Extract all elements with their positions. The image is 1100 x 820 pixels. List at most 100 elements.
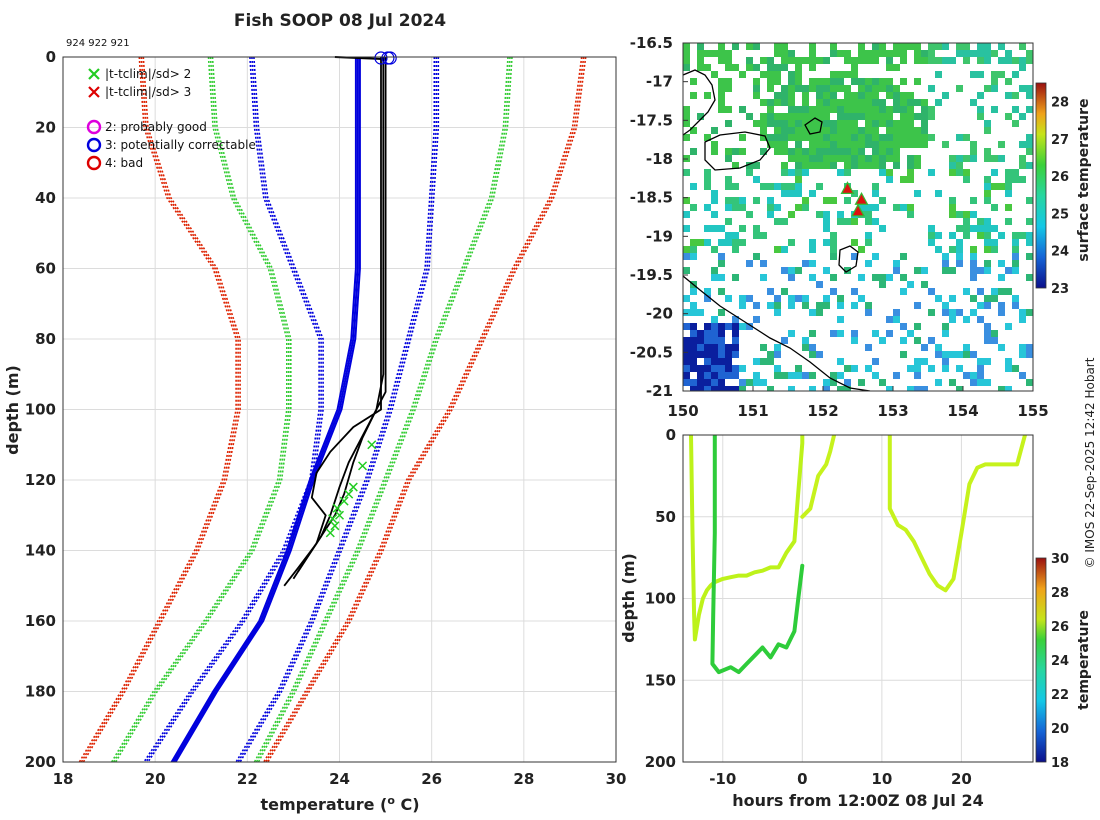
map-cell (690, 302, 697, 309)
map-y-tick: -19 (646, 227, 673, 245)
map-cell (767, 134, 774, 141)
map-cell (865, 50, 872, 57)
map-cell (970, 260, 977, 267)
profile-series-green-right (255, 56, 511, 763)
map-cell (781, 141, 788, 148)
map-cell (788, 183, 795, 190)
map-cell (858, 155, 865, 162)
map-cell (690, 337, 697, 344)
map-cell (711, 274, 718, 281)
map-cell (991, 204, 998, 211)
map-cell (704, 183, 711, 190)
map-cell (900, 274, 907, 281)
map-cell (872, 113, 879, 120)
map-markers (840, 181, 869, 217)
profile-flag-cross (334, 510, 345, 520)
map-cell (788, 169, 795, 176)
map-cell (823, 134, 830, 141)
map-cell (830, 99, 837, 106)
map-cell (879, 99, 886, 106)
map-cell (851, 162, 858, 169)
map-cell (718, 239, 725, 246)
map-cell (802, 169, 809, 176)
map-cell (907, 92, 914, 99)
map-cell (774, 246, 781, 253)
map-cell (774, 134, 781, 141)
map-cell (921, 134, 928, 141)
section-colorbar-tick: 18 (1051, 756, 1069, 771)
map-cell (1005, 169, 1012, 176)
map-cell (746, 57, 753, 64)
map-cell (1026, 351, 1033, 358)
map-cell (984, 358, 991, 365)
map-cell (963, 169, 970, 176)
map-cell (858, 99, 865, 106)
map-cell (928, 225, 935, 232)
map-cell (1005, 176, 1012, 183)
map-cell (704, 358, 711, 365)
map-cell (858, 148, 865, 155)
map-cell (795, 57, 802, 64)
map-cell (830, 120, 837, 127)
map-cell (690, 323, 697, 330)
map-cell (725, 295, 732, 302)
map-cell (830, 85, 837, 92)
map-cell (823, 295, 830, 302)
map-cell (718, 78, 725, 85)
map-cell (830, 372, 837, 379)
map-cell (907, 141, 914, 148)
map-cell (725, 57, 732, 64)
map-cell (984, 197, 991, 204)
map-cell (781, 99, 788, 106)
map-cell (984, 218, 991, 225)
map-cell (942, 330, 949, 337)
map-cell (984, 148, 991, 155)
surface-temperature-map: 150 151 152 153 154 155 -16.5 -17 -17.5 -18 -18.5… (630, 34, 1092, 420)
profile-y-tick: 140 (25, 542, 56, 560)
map-cell (697, 309, 704, 316)
map-cell (844, 92, 851, 99)
map-cell (984, 267, 991, 274)
map-cell (879, 169, 886, 176)
map-cell (1005, 204, 1012, 211)
map-cell (956, 50, 963, 57)
map-cell (683, 323, 690, 330)
map-cell (739, 197, 746, 204)
map-cell (977, 43, 984, 50)
map-cell (795, 190, 802, 197)
map-cell (809, 309, 816, 316)
map-cell (690, 344, 697, 351)
section-x-tick: 0 (797, 770, 807, 788)
map-cell (718, 225, 725, 232)
legend-symbol (86, 119, 102, 135)
map-cell (809, 260, 816, 267)
map-cell (865, 106, 872, 113)
map-cell (956, 260, 963, 267)
map-cell (998, 386, 1005, 391)
map-cell (844, 218, 851, 225)
map-cell (984, 176, 991, 183)
map-cell (900, 99, 907, 106)
map-cell (704, 330, 711, 337)
map-cell (809, 57, 816, 64)
map-cell (809, 246, 816, 253)
map-cell (963, 57, 970, 64)
map-cell (893, 50, 900, 57)
map-cell (816, 99, 823, 106)
map-cell (1026, 197, 1033, 204)
map-cell (886, 148, 893, 155)
map-cell (935, 351, 942, 358)
map-cell (942, 358, 949, 365)
profile-y-tick: 180 (25, 683, 56, 701)
map-cell (977, 218, 984, 225)
map-cell (767, 85, 774, 92)
map-cell (774, 309, 781, 316)
map-cell (858, 274, 865, 281)
map-cell (816, 162, 823, 169)
map-cell (998, 309, 1005, 316)
map-cell (823, 92, 830, 99)
map-cell (781, 113, 788, 120)
map-cell (984, 43, 991, 50)
map-cell (802, 155, 809, 162)
profile-series-blue-right (235, 57, 436, 763)
